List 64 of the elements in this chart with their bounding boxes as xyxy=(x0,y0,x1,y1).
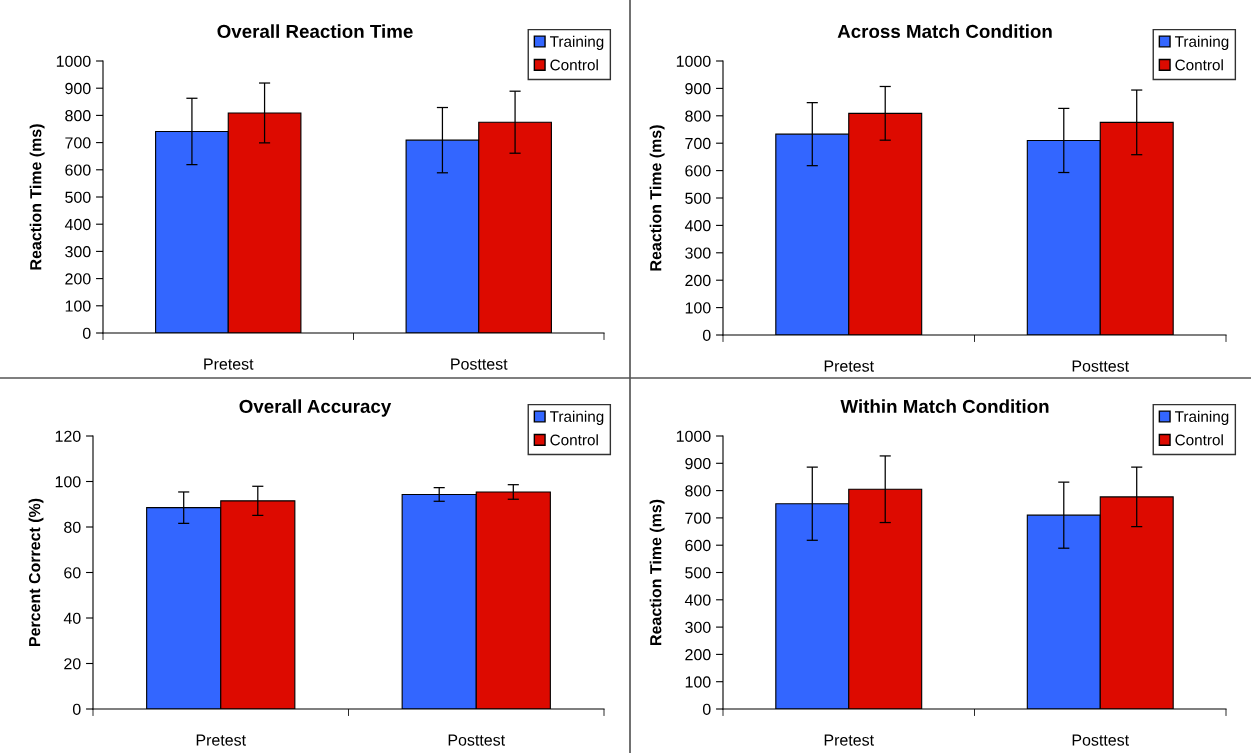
y-tick-label: 1000 xyxy=(676,55,711,67)
legend-label: Control xyxy=(1175,59,1223,71)
y-tick-label: 400 xyxy=(684,220,711,232)
x-tick-label: Pretest xyxy=(204,358,254,370)
y-tick-label: 200 xyxy=(65,273,91,285)
y-tick-label: 600 xyxy=(685,539,711,552)
y-tick-label: 900 xyxy=(65,82,91,95)
y-tick-label: 500 xyxy=(65,191,91,203)
legend-label: Control xyxy=(1175,434,1223,446)
x-tick-label: Posttest xyxy=(1072,734,1129,746)
y-tick-label: 100 xyxy=(685,676,711,688)
y-tick-label: 200 xyxy=(685,649,711,661)
chart-title: Overall Reaction Time xyxy=(217,24,413,39)
y-tick-label: 700 xyxy=(65,137,91,149)
y-tick-label: 400 xyxy=(64,218,91,231)
y-tick-label: 1000 xyxy=(56,55,91,67)
legend-label: Training xyxy=(549,35,604,50)
y-tick-label: 60 xyxy=(64,567,81,579)
y-tick-label: 800 xyxy=(685,110,711,122)
x-tick-label: Pretest xyxy=(824,734,874,746)
y-tick-label: 500 xyxy=(685,192,711,204)
y-tick-label: 800 xyxy=(65,110,91,122)
x-tick-label: Pretest xyxy=(824,360,874,372)
chart-title: Overall Accuracy xyxy=(239,399,392,417)
y-tick-label: 0 xyxy=(82,327,91,339)
chart-title: Across Match Condition xyxy=(837,24,1052,39)
y-tick-label: 40 xyxy=(63,612,81,624)
y-tick-label: 700 xyxy=(685,137,711,150)
chart-title: Within Match Condition xyxy=(840,399,1049,414)
y-tick-label: 900 xyxy=(685,457,711,470)
y-tick-label: 300 xyxy=(685,247,711,259)
y-axis-title: Reaction Time (ms) xyxy=(649,125,665,271)
legend-label: Training xyxy=(1174,410,1229,425)
y-axis-title: Reaction Time (ms) xyxy=(29,124,45,270)
y-tick-label: 200 xyxy=(685,274,711,287)
y-tick-label: 120 xyxy=(55,430,81,442)
legend-label: Training xyxy=(1174,35,1229,50)
y-tick-label: 0 xyxy=(702,329,711,341)
y-tick-label: 100 xyxy=(65,300,91,312)
y-tick-label: 600 xyxy=(65,164,91,176)
y-tick-label: 600 xyxy=(685,165,711,177)
y-tick-label: 100 xyxy=(55,476,81,488)
legend-label: Training xyxy=(549,410,604,425)
y-tick-label: 20 xyxy=(64,658,81,670)
y-tick-label: 1000 xyxy=(676,430,711,442)
y-tick-label: 0 xyxy=(72,703,81,715)
y-tick-label: 100 xyxy=(685,302,711,314)
y-tick-label: 500 xyxy=(685,567,711,579)
y-tick-label: 300 xyxy=(65,246,91,258)
y-tick-label: 900 xyxy=(685,83,711,95)
y-tick-label: 0 xyxy=(702,703,711,715)
legend-label: Control xyxy=(550,59,598,71)
y-tick-label: 400 xyxy=(684,594,711,606)
y-tick-label: 800 xyxy=(685,485,711,497)
x-tick-label: Posttest xyxy=(1072,360,1129,372)
y-axis-title: Reaction Time (ms) xyxy=(649,499,665,645)
y-tick-label: 80 xyxy=(64,521,81,533)
legend-label: Control xyxy=(550,434,598,446)
y-tick-label: 300 xyxy=(685,621,711,634)
x-tick-label: Posttest xyxy=(448,734,505,746)
y-tick-label: 700 xyxy=(685,512,711,524)
x-tick-label: Posttest xyxy=(451,358,508,370)
x-tick-label: Pretest xyxy=(196,734,246,746)
y-axis-title: Percent Correct (%) xyxy=(28,498,44,646)
